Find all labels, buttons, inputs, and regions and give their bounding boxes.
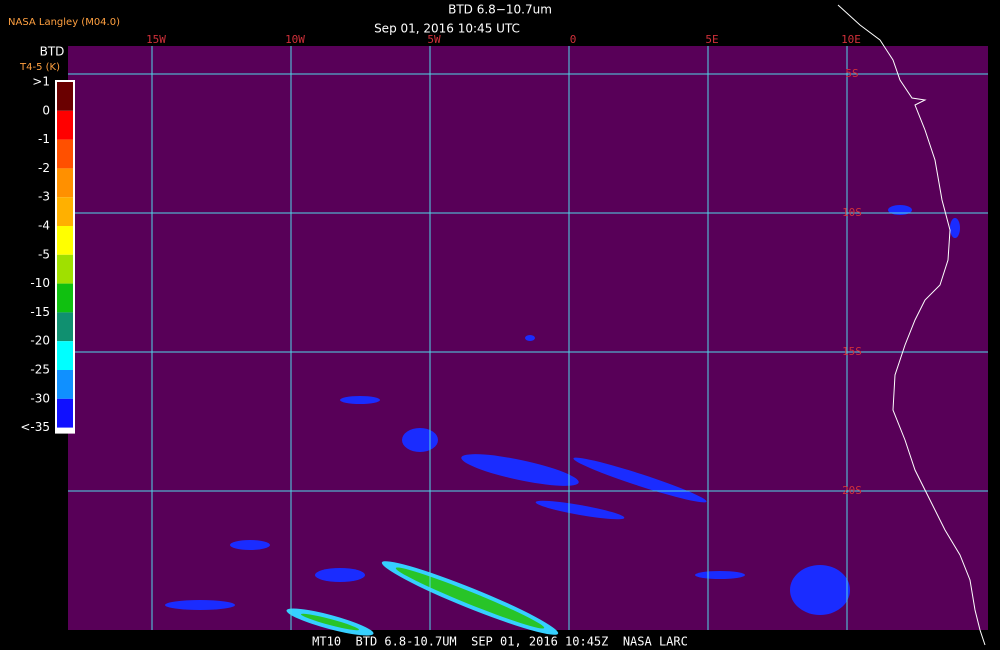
- colorbar-swatch: [57, 197, 73, 226]
- colorbar-label: -10: [30, 276, 50, 290]
- latitude-label: 10S: [842, 206, 862, 219]
- legend-title: BTD: [40, 45, 65, 59]
- title: BTD 6.8−10.7um: [448, 3, 552, 17]
- footer: MT10 BTD 6.8-10.7UM SEP 01, 2016 10:45Z …: [312, 635, 688, 649]
- colorbar-label: -2: [38, 161, 50, 175]
- colorbar-label: -4: [38, 219, 50, 233]
- colorbar-label: -3: [38, 190, 50, 204]
- longitude-label: 15W: [146, 33, 166, 46]
- colorbar-swatch: [57, 341, 73, 370]
- latitude-label: 15S: [842, 345, 862, 358]
- longitude-label: 5W: [427, 33, 441, 46]
- colorbar-swatch: [57, 139, 73, 169]
- colorbar-label: -20: [30, 334, 50, 348]
- colorbar-swatch: [57, 370, 73, 399]
- colorbar-swatch: [57, 283, 73, 313]
- colorbar-swatch: [57, 82, 73, 111]
- colorbar-swatch: [57, 226, 73, 255]
- longitude-label: 5E: [705, 33, 718, 46]
- colorbar-label: <-35: [20, 420, 50, 434]
- source-label: NASA Langley (M04.0): [8, 17, 120, 28]
- colorbar-swatch: [57, 254, 73, 284]
- coastline: [837, 4, 986, 646]
- latitude-label: 20S: [842, 484, 862, 497]
- colorbar-label: >1: [32, 75, 50, 89]
- colorbar-label: -25: [30, 363, 50, 377]
- colorbar-label: -30: [30, 391, 50, 405]
- colorbar-label: -1: [38, 132, 50, 146]
- latitude-label: 5S: [845, 67, 858, 80]
- colorbar-label: 0: [42, 103, 50, 117]
- colorbar-label: -15: [30, 305, 50, 319]
- moisture-plume: [286, 561, 559, 636]
- legend-units: T4-5 (K): [19, 62, 60, 73]
- colorbar-swatch: [57, 398, 73, 428]
- colorbar-label: -5: [38, 247, 50, 261]
- colorbar-swatch: [57, 312, 73, 342]
- longitude-label: 10W: [285, 33, 305, 46]
- grid-lines: [68, 46, 988, 630]
- longitude-label: 10E: [841, 33, 861, 46]
- colorbar-swatch: [57, 110, 73, 140]
- colorbar-swatch: [57, 168, 73, 198]
- longitude-label: 0: [570, 33, 577, 46]
- subtitle: Sep 01, 2016 10:45 UTC: [374, 22, 520, 36]
